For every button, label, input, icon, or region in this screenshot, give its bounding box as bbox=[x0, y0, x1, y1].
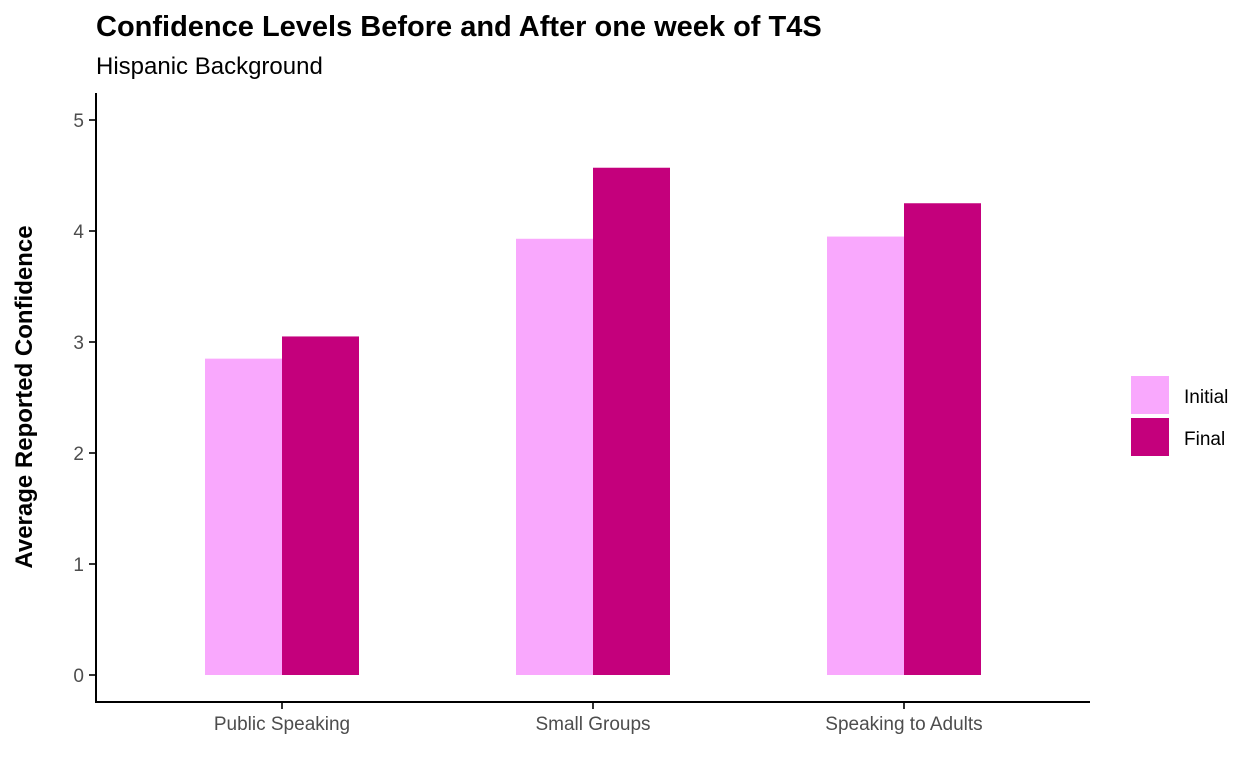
y-tick-label: 5 bbox=[73, 111, 84, 132]
y-tick-label: 4 bbox=[73, 222, 84, 243]
bar-final bbox=[593, 167, 670, 676]
legend-key-initial bbox=[1131, 376, 1169, 414]
legend: Initial Final bbox=[1131, 376, 1228, 456]
x-tick-label: Speaking to Adults bbox=[825, 714, 982, 735]
bar-final bbox=[282, 336, 359, 675]
y-tick-label: 2 bbox=[73, 444, 84, 465]
bar-initial bbox=[827, 236, 904, 676]
bar-initial bbox=[516, 238, 593, 675]
bar-initial bbox=[205, 358, 282, 675]
chart-title: Confidence Levels Before and After one w… bbox=[96, 11, 822, 43]
chart-subtitle: Hispanic Background bbox=[96, 53, 323, 80]
bar-final bbox=[904, 203, 981, 675]
legend-label-initial: Initial bbox=[1184, 387, 1228, 408]
y-axis-title: Average Reported Confidence bbox=[11, 225, 38, 568]
y-tick-label: 3 bbox=[73, 333, 84, 354]
x-tick-label: Public Speaking bbox=[214, 714, 350, 735]
y-tick-label: 1 bbox=[73, 555, 84, 576]
plot-area: 0 1 2 3 4 5 Public Speaking Small Groups Speakin… bbox=[73, 111, 982, 735]
y-tick-label: 0 bbox=[73, 666, 84, 687]
x-tick-label: Small Groups bbox=[535, 714, 650, 735]
legend-label-final: Final bbox=[1184, 429, 1225, 450]
legend-key-final bbox=[1131, 418, 1169, 456]
